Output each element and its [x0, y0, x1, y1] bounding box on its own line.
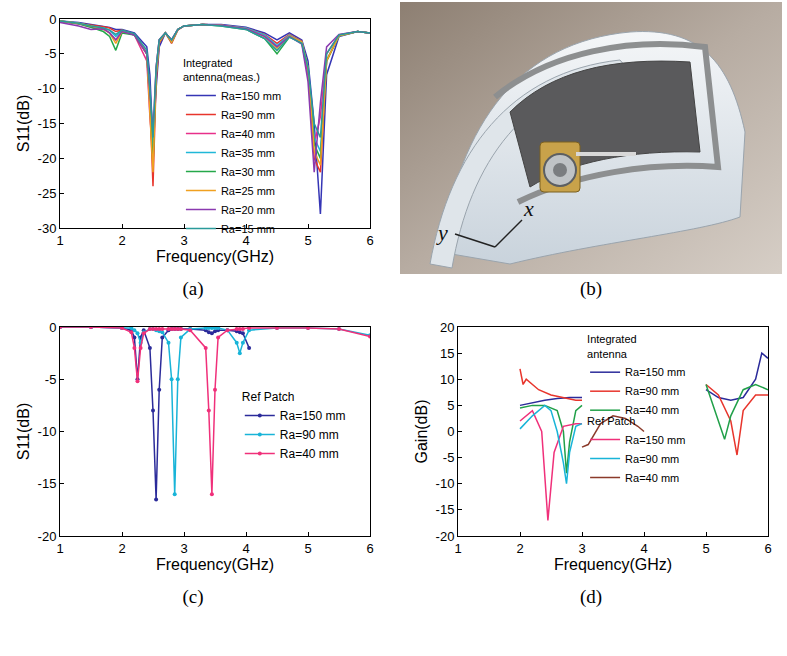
svg-text:4: 4	[242, 541, 249, 556]
svg-text:3: 3	[180, 541, 187, 556]
svg-text:15: 15	[440, 346, 454, 361]
svg-text:1: 1	[56, 541, 63, 556]
svg-text:S11(dB): S11(dB)	[15, 403, 32, 461]
svg-text:-25: -25	[38, 186, 57, 201]
svg-text:3: 3	[578, 541, 585, 556]
svg-text:Ra=35 mm: Ra=35 mm	[221, 147, 275, 159]
svg-text:-10: -10	[38, 81, 57, 96]
svg-text:2: 2	[118, 233, 125, 248]
svg-text:Ra=40 mm: Ra=40 mm	[221, 128, 275, 140]
svg-text:Ra=150 mm: Ra=150 mm	[280, 409, 346, 423]
html-text:(a): (a)	[182, 278, 204, 299]
svg-text:S11(dB): S11(dB)	[15, 95, 32, 153]
svg-text:4: 4	[242, 233, 249, 248]
svg-text:20: 20	[440, 320, 454, 335]
svg-text:-5: -5	[45, 372, 57, 387]
svg-text:-15: -15	[436, 502, 455, 517]
svg-text:4: 4	[640, 541, 647, 556]
svg-text:2: 2	[118, 541, 125, 556]
svg-text:-20: -20	[436, 529, 455, 544]
svg-text:Ra=90 mm: Ra=90 mm	[625, 453, 679, 465]
svg-text:Integratedantenna: Integratedantenna	[587, 333, 637, 359]
svg-text:Frequency(GHz): Frequency(GHz)	[554, 556, 672, 573]
svg-text:y: y	[436, 220, 448, 245]
html-text:(b): (b)	[579, 278, 603, 299]
svg-text:Frequency(GHz): Frequency(GHz)	[156, 556, 274, 573]
svg-text:Ref Patch: Ref Patch	[242, 390, 295, 404]
svg-text:Ra=20 mm: Ra=20 mm	[221, 204, 275, 216]
svg-text:0: 0	[49, 320, 56, 335]
svg-text:Integratedantenna(meas.): Integratedantenna(meas.)	[183, 57, 260, 83]
svg-text:5: 5	[447, 398, 454, 413]
svg-text:Ref Patch: Ref Patch	[587, 415, 635, 427]
html-text:(d): (d)	[579, 586, 603, 607]
svg-text:-15: -15	[38, 476, 57, 491]
svg-text:10: 10	[440, 372, 454, 387]
svg-text:Ra=40 mm: Ra=40 mm	[625, 404, 680, 417]
svg-text:5: 5	[304, 233, 311, 248]
svg-text:Ra=30 mm: Ra=30 mm	[221, 166, 275, 178]
svg-text:-15: -15	[38, 116, 57, 131]
svg-text:Gain(dB): Gain(dB)	[413, 399, 430, 463]
svg-text:Ra=90 mm: Ra=90 mm	[221, 109, 275, 121]
svg-text:Ra=150 mm: Ra=150 mm	[221, 90, 281, 102]
svg-text:3: 3	[180, 233, 187, 248]
svg-text:Ra=40 mm: Ra=40 mm	[625, 472, 679, 484]
svg-text:6: 6	[366, 541, 373, 556]
svg-text:5: 5	[304, 541, 311, 556]
svg-text:-20: -20	[38, 151, 57, 166]
svg-text:-10: -10	[436, 476, 455, 491]
svg-text:Ra=90 mm: Ra=90 mm	[280, 428, 339, 442]
svg-text:1: 1	[454, 541, 461, 556]
svg-text:0: 0	[447, 424, 454, 439]
svg-text:6: 6	[366, 233, 373, 248]
svg-text:Ra=90 mm: Ra=90 mm	[625, 385, 679, 397]
html-text:(c): (c)	[182, 586, 204, 607]
svg-text:5: 5	[702, 541, 709, 556]
svg-text:6: 6	[764, 541, 771, 556]
svg-text:-10: -10	[38, 424, 57, 439]
svg-text:Ra=150 mm: Ra=150 mm	[625, 366, 685, 378]
svg-text:Frequency(GHz): Frequency(GHz)	[156, 248, 274, 265]
svg-text:Ra=40 mm: Ra=40 mm	[280, 447, 339, 461]
svg-text:2: 2	[516, 541, 523, 556]
svg-text:-5: -5	[45, 46, 57, 61]
svg-text:-20: -20	[38, 529, 57, 544]
svg-text:Ra=15 mm: Ra=15 mm	[221, 223, 275, 235]
svg-text:Ra=150 mm: Ra=150 mm	[625, 434, 685, 446]
svg-text:x: x	[523, 196, 534, 221]
svg-text:Ra=25 mm: Ra=25 mm	[221, 185, 275, 197]
svg-text:0: 0	[49, 12, 56, 27]
svg-text:1: 1	[56, 233, 63, 248]
svg-text:-30: -30	[38, 221, 57, 236]
svg-text:-5: -5	[443, 450, 455, 465]
